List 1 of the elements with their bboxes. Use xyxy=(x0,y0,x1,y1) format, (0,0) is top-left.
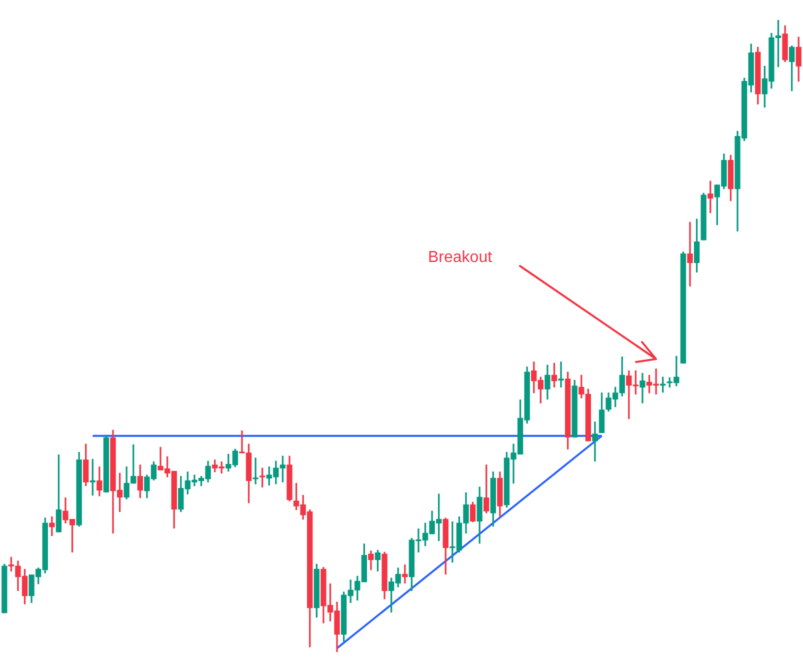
annotation: Breakout xyxy=(428,249,492,267)
